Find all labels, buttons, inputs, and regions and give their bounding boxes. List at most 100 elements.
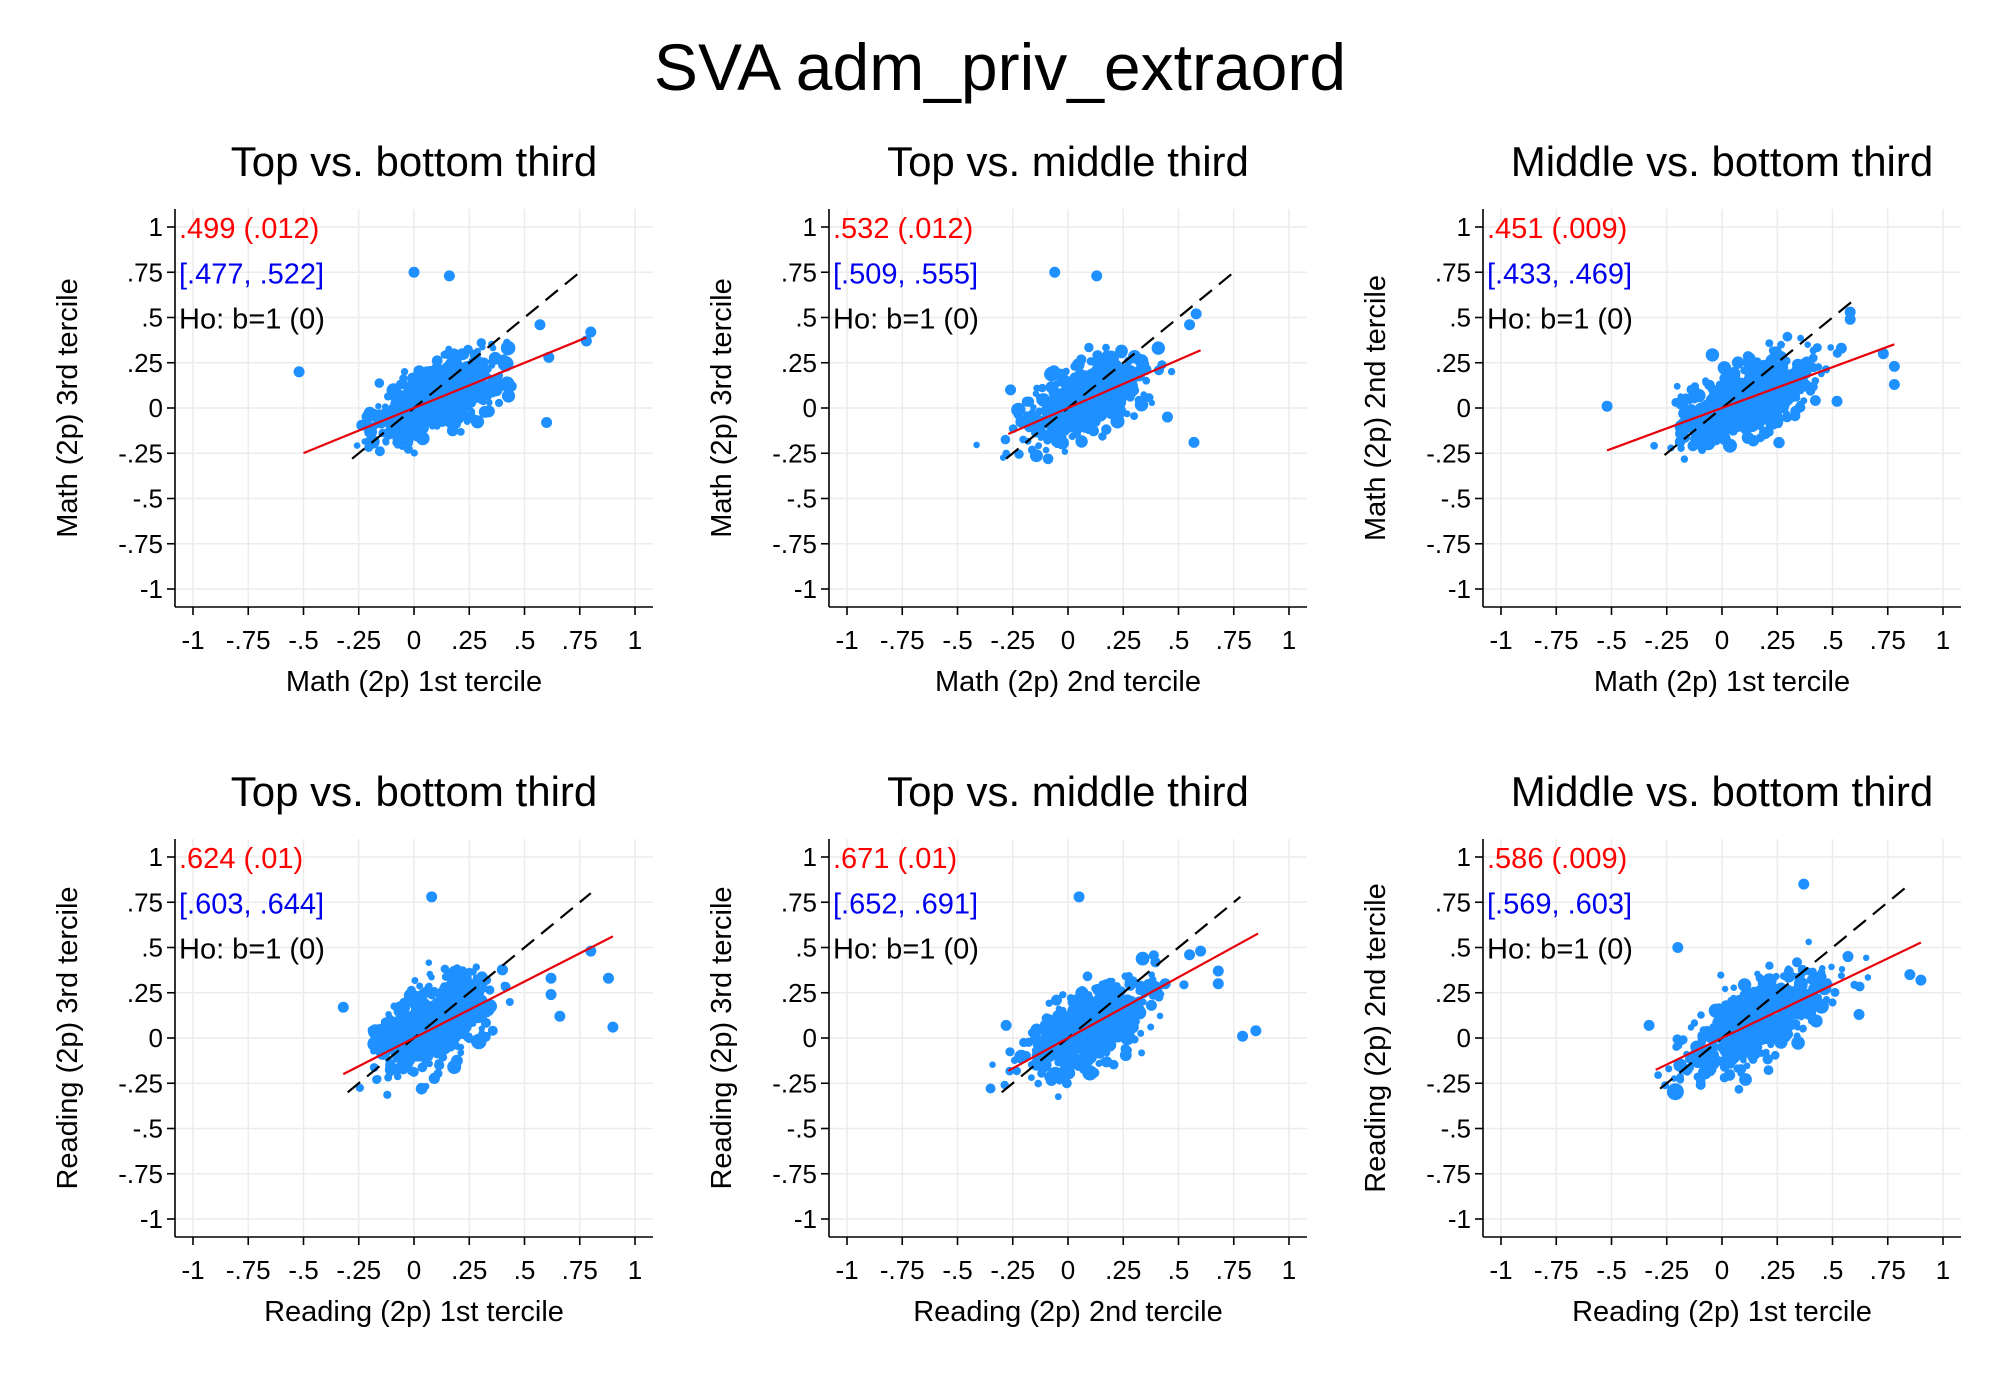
x-tick-label: .25 — [451, 1255, 487, 1285]
y-tick-label: -.75 — [118, 1159, 163, 1189]
scatter-point — [1692, 1040, 1701, 1049]
test-annotation: Ho: b=1 (0) — [1487, 304, 1633, 336]
y-tick-label: 1 — [149, 842, 163, 872]
scatter-point — [454, 397, 463, 406]
scatter-point — [440, 964, 450, 974]
scatter-point — [1700, 434, 1707, 441]
scatter-point — [443, 270, 455, 282]
scatter-point — [1842, 951, 1854, 963]
scatter-point — [1877, 348, 1889, 360]
scatter-point — [479, 984, 488, 993]
scatter-point — [478, 1025, 485, 1032]
scatter-point — [1035, 442, 1043, 450]
scatter-point — [361, 438, 369, 445]
y-tick-label: .5 — [795, 933, 817, 963]
scatter-point — [1714, 421, 1724, 431]
scatter-point — [505, 998, 514, 1006]
scatter-point — [1762, 1054, 1773, 1065]
scatter-point — [1769, 1014, 1785, 1029]
scatter-point — [385, 1059, 396, 1071]
scatter-point — [1014, 449, 1024, 459]
x-tick-label: .75 — [1870, 1255, 1906, 1285]
x-axis-title: Reading (2p) 1st tercile — [1572, 1296, 1872, 1328]
scatter-point — [1047, 365, 1061, 378]
scatter-point — [1705, 348, 1720, 362]
scatter-point — [1092, 372, 1101, 380]
fit-line — [1606, 343, 1895, 452]
fit-line — [342, 935, 614, 1076]
y-axis-title: Math (2p) 3rd tercile — [706, 278, 738, 538]
scatter-point — [1053, 1014, 1061, 1022]
scatter-point — [1904, 969, 1916, 981]
scatter-point — [1736, 1064, 1747, 1075]
scatter-point — [1854, 981, 1865, 992]
scatter-point — [607, 1021, 619, 1033]
ci-annotation: [.477, .522] — [179, 258, 324, 290]
x-tick-label: 0 — [1715, 625, 1729, 655]
y-tick-label: -1 — [794, 574, 817, 604]
scatter-point — [1021, 396, 1032, 407]
y-tick-label: 1 — [803, 212, 817, 242]
y-axis-title: Reading (2p) 2nd tercile — [1360, 883, 1392, 1193]
scatter-point — [1730, 984, 1738, 991]
scatter-point — [1115, 344, 1128, 358]
x-tick-label: .25 — [451, 625, 487, 655]
scatter-point — [373, 1075, 382, 1083]
scatter-point — [1780, 391, 1795, 406]
scatter-point — [1751, 422, 1759, 430]
scatter-point — [1791, 365, 1799, 373]
scatter-point — [1179, 980, 1189, 990]
scatter-point — [384, 392, 392, 401]
x-tick-label: 1 — [1282, 1255, 1296, 1285]
scatter-point — [383, 406, 391, 413]
estimate-annotation: .671 (.01) — [833, 843, 957, 875]
scatter-point — [1167, 367, 1176, 376]
scatter-point — [1110, 414, 1125, 429]
scatter-point — [1075, 993, 1085, 1003]
scatter-point — [1665, 1065, 1673, 1073]
scatter-point — [1828, 963, 1835, 971]
scatter-point — [472, 963, 480, 971]
scatter-point — [1087, 1029, 1094, 1037]
ci-annotation: [.652, .691] — [833, 888, 978, 920]
scatter-point — [1711, 1055, 1722, 1065]
scatter-point — [1828, 998, 1837, 1007]
x-tick-label: -.25 — [1644, 625, 1689, 655]
x-tick-label: -.5 — [288, 625, 318, 655]
scatter-point — [1756, 364, 1770, 377]
scatter-point — [1689, 435, 1697, 443]
scatter-point — [1744, 370, 1751, 377]
panel-title: Top vs. middle third — [887, 138, 1249, 185]
scatter-point — [1733, 359, 1742, 368]
scatter-point — [1102, 979, 1109, 987]
scatter-point — [1136, 1000, 1144, 1008]
scatter-point — [434, 990, 443, 998]
scatter-point — [1755, 1036, 1764, 1044]
scatter-point — [1783, 966, 1794, 977]
scatter-point — [602, 972, 614, 984]
scatter-point — [488, 351, 502, 365]
scatter-point — [382, 428, 394, 439]
scatter-point — [1091, 270, 1103, 282]
scatter-point — [1124, 365, 1137, 377]
x-tick-label: 1 — [1936, 1255, 1950, 1285]
scatter-point — [1654, 1071, 1662, 1079]
scatter-point — [1070, 395, 1080, 405]
scatter-point — [1154, 992, 1164, 1002]
x-tick-label: -1 — [181, 1255, 204, 1285]
x-tick-label: .25 — [1105, 1255, 1141, 1285]
scatter-point — [436, 1051, 444, 1059]
scatter-point — [1705, 404, 1714, 413]
scatter-point — [1045, 999, 1053, 1007]
scatter-point — [1055, 398, 1067, 410]
scatter-point — [412, 1003, 421, 1011]
scatter-point — [1067, 1039, 1074, 1047]
scatter-point — [1767, 1041, 1775, 1049]
scatter-point — [1698, 446, 1707, 455]
scatter-point — [417, 431, 426, 440]
scatter-point — [1699, 1026, 1708, 1035]
scatter-point — [411, 977, 419, 984]
scatter-point — [1063, 1048, 1076, 1061]
estimate-annotation: .451 (.009) — [1487, 213, 1627, 245]
